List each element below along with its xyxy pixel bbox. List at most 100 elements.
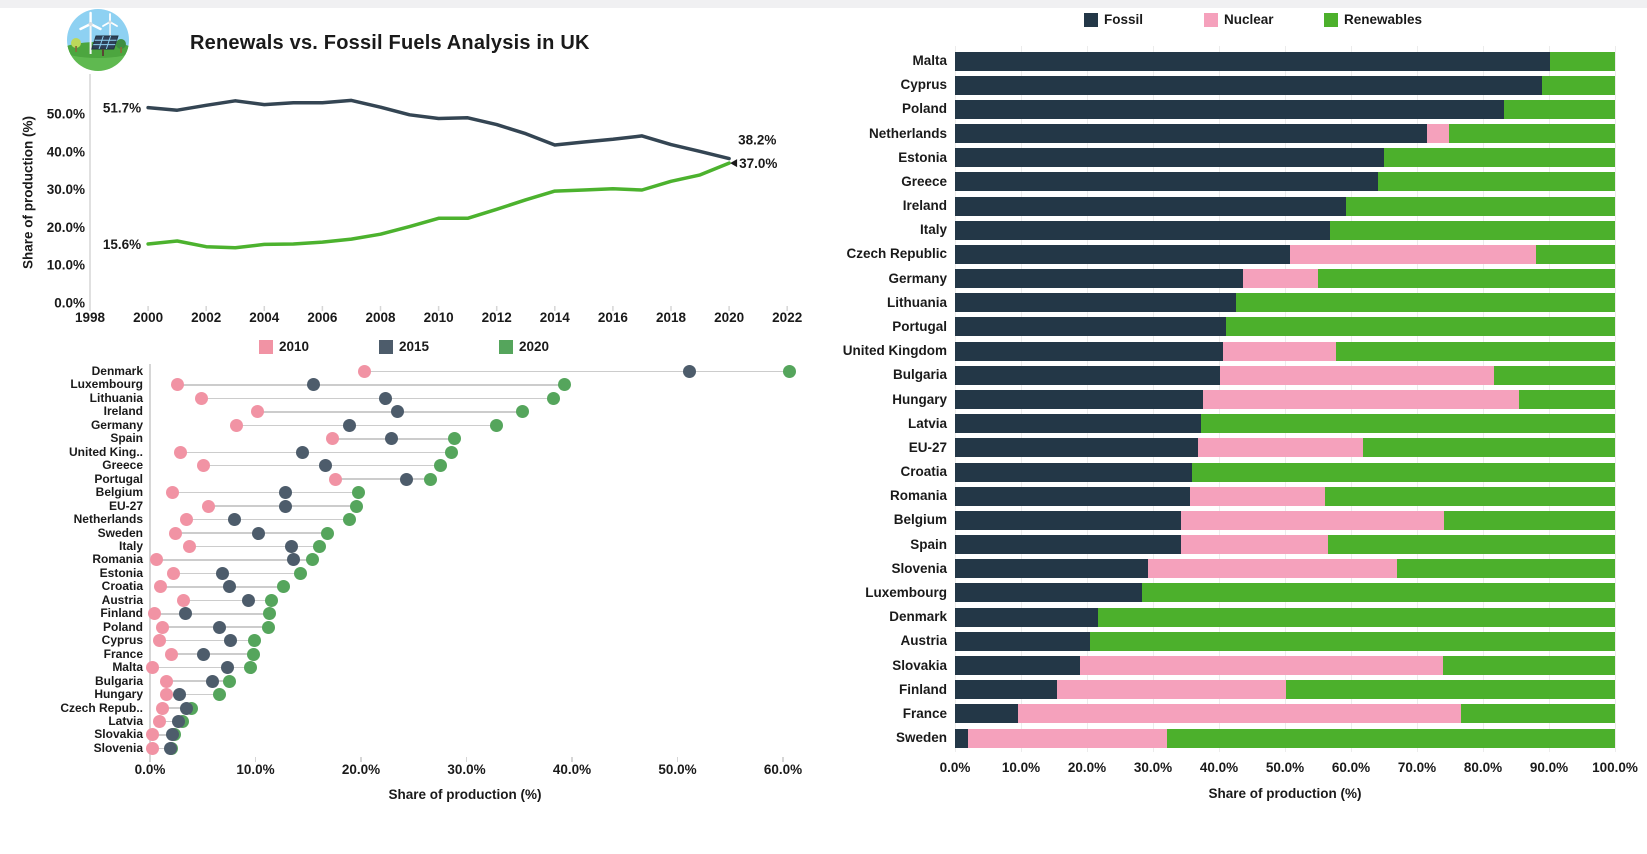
dot-2015 [682,365,696,378]
dot-2020 [424,472,438,486]
dot-country-label: Croatia [101,579,143,594]
bar-segment-fossil [955,462,1192,482]
bar-country-label: Bulgaria [892,367,947,383]
bar-segment-fossil [955,124,1427,144]
bar-segment-fossil [955,656,1081,675]
legend-label-2020: 2020 [519,339,550,354]
bar-country-label: Poland [901,101,947,117]
dot-2015 [163,741,177,755]
bar-country-label: Austria [900,633,947,649]
bar-segment-renewables [1191,462,1615,482]
dot-country-label: United King.. [69,444,143,459]
bar-segment-nuclear [1203,390,1520,410]
dot-x-tick-mark [465,757,468,762]
bar-country-label: Italy [919,222,947,238]
dot-connector [172,491,359,494]
dot-2010 [149,553,163,567]
bar-x-tick-label: 30.0% [1133,760,1173,775]
bar-segment-fossil [955,244,1290,264]
bar-gridline [1615,46,1616,752]
bar-segment-nuclear [1197,438,1363,458]
legend-label-2010: 2010 [279,339,310,354]
dot-connector [175,532,328,534]
dot-x-tick-mark [571,757,573,762]
dot-2015 [220,661,234,675]
bar-segment-renewables [1318,269,1615,289]
bar-segment-fossil [955,148,1384,168]
line-chart-title: Renewals vs. Fossil Fuels Analysis in UK [190,32,590,54]
dot-country-label: Estonia [99,565,143,580]
dot-connector [177,384,565,386]
dot-2010 [177,593,191,607]
dot-connector [160,586,284,588]
dot-connector [152,734,175,736]
bar-segment-renewables [1329,220,1615,240]
dot-connector [171,653,254,655]
bar-segment-renewables [1378,172,1615,192]
dot-2010 [329,472,343,486]
dot-x-tick-label: 20.0% [341,762,381,777]
dot-2015 [179,607,193,621]
dot-connector [335,478,431,480]
dot-2020 [320,526,334,540]
bar-country-label: Latvia [907,415,947,431]
bar-segment-renewables [1225,317,1615,337]
dot-country-label: Italy [118,538,143,553]
bar-segment-renewables [1448,124,1615,144]
bar-segment-renewables [1335,341,1615,361]
dot-2015 [180,701,194,715]
bar-segment-fossil [955,535,1182,555]
dot-country-label: France [103,646,143,661]
bar-segment-renewables [1090,631,1615,651]
bar-segment-nuclear [1057,680,1287,700]
dot-2015 [241,593,255,607]
dot-2020 [313,539,327,553]
bar-segment-fossil [955,172,1379,192]
bar-segment-fossil [955,365,1220,385]
dot-2015 [318,459,332,473]
dot-x-tick-label: 60.0% [763,762,803,777]
dot-2010 [182,539,196,553]
dot-connector [159,720,183,723]
bar-country-label: Slovakia [892,657,947,673]
bar-segment-nuclear [1289,244,1537,264]
dot-connector [236,424,497,427]
dot-connector [166,680,230,682]
bar-country-label: United Kingdom [842,343,947,359]
bar-segment-fossil [955,680,1058,700]
bar-segment-fossil [955,583,1142,603]
bar-segment-fossil [955,317,1226,337]
dot-2010 [201,499,215,513]
bar-segment-fossil [955,510,1182,530]
dot-2010 [160,674,174,688]
wind-solar-icon [66,8,130,72]
dot-country-label: Denmark [91,364,143,378]
bar-segment-renewables [1362,438,1615,458]
dot-2015 [296,445,310,459]
dot-y-axis-line [149,364,151,757]
bar-segment-fossil [955,196,1347,216]
bar-segment-fossil [955,414,1201,434]
bar-segment-renewables [1325,486,1615,506]
bar-segment-nuclear [1080,656,1443,675]
dot-x-tick-mark [676,757,679,762]
bar-legend-nuclear: Nuclear [1204,12,1274,27]
bar-country-label: Netherlands [868,125,947,141]
bar-segment-nuclear [1242,269,1318,289]
bar-segment-renewables [1460,704,1615,724]
dot-2010 [357,365,371,378]
bar-country-label: Cyprus [900,77,947,93]
dot-country-label: Ireland [103,404,143,419]
dot-connector [189,545,320,548]
dot-connector [166,693,220,696]
dot-2020 [261,620,275,634]
dot-connector [186,518,350,521]
dot-country-label: Lithuania [89,390,143,405]
bar-segment-renewables [1504,99,1615,119]
legend-label-renewables: Renewables [1344,12,1423,27]
dot-country-label: Austria [101,592,143,607]
bar-segment-renewables [1327,535,1615,555]
dot-country-label: Poland [102,619,143,634]
dot-connector [173,572,301,575]
dot-2010 [168,526,182,540]
